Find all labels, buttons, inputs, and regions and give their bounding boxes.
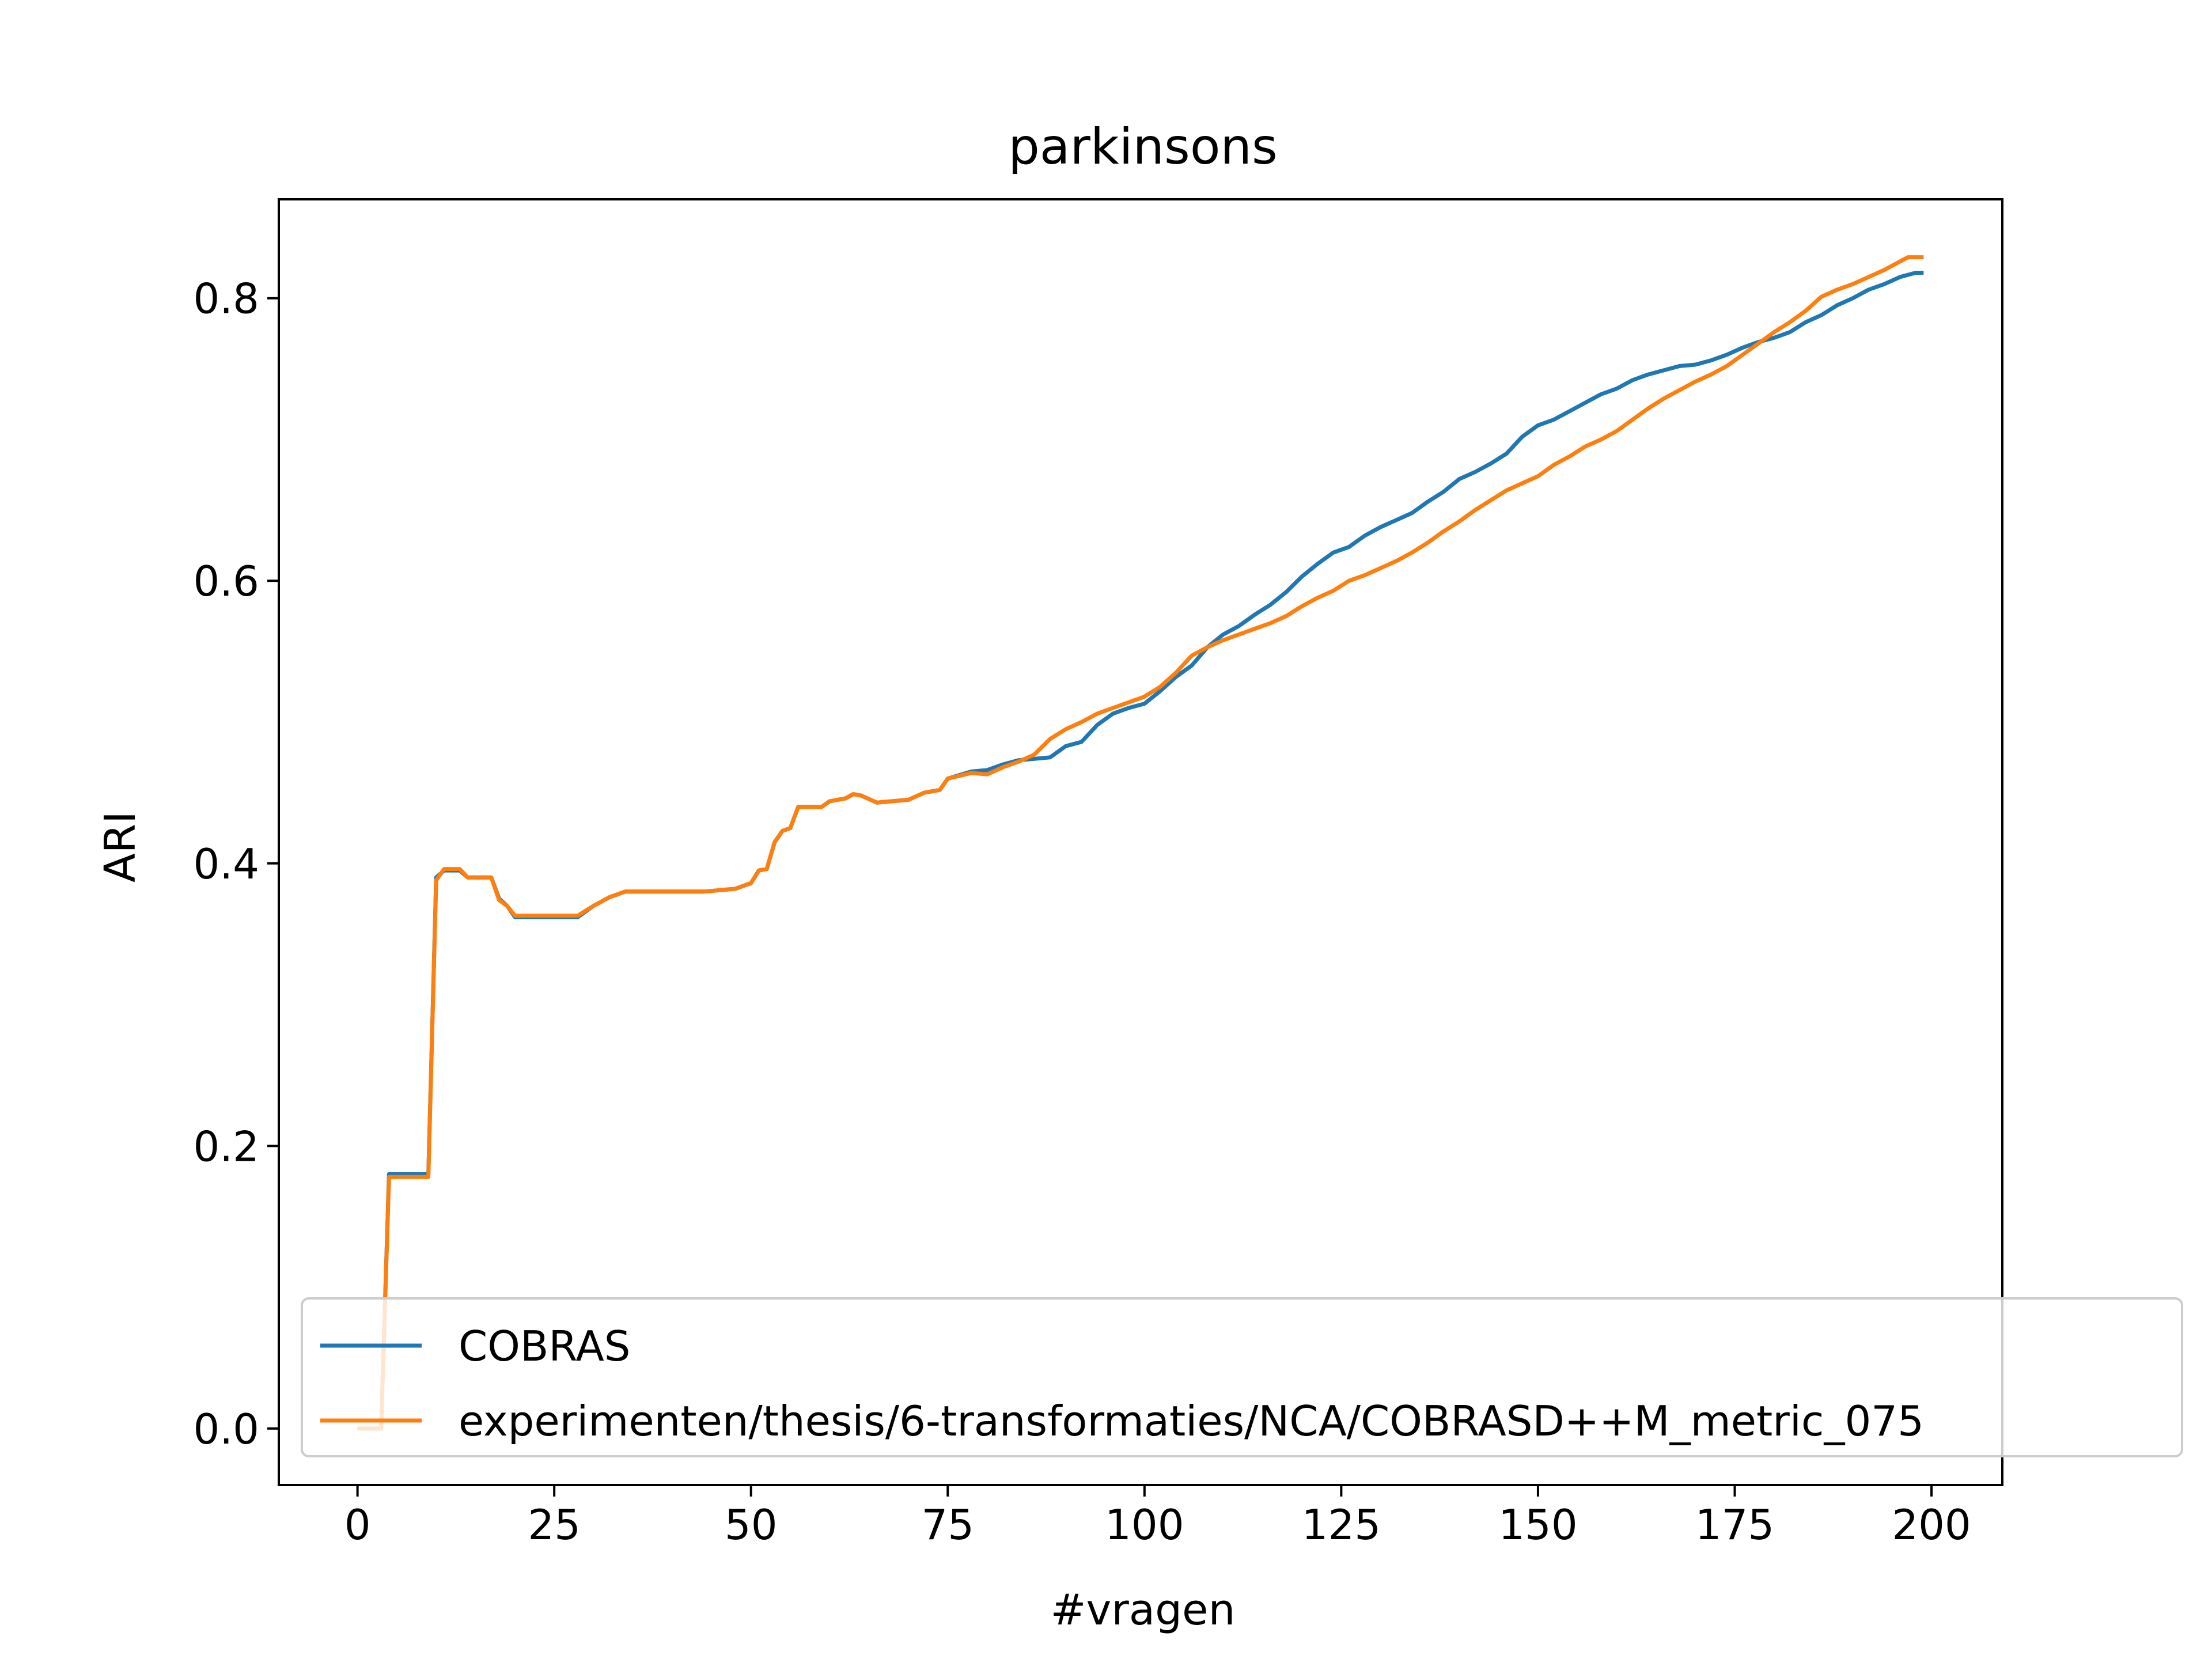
y-tick-label: 0.4	[193, 840, 259, 888]
x-tick-label: 50	[725, 1501, 778, 1549]
legend-entries: COBRAS experimenten/thesis/6-transformati…	[320, 1322, 1924, 1445]
x-tick-label: 150	[1498, 1501, 1577, 1549]
legend: COBRAS experimenten/thesis/6-transformati…	[301, 1297, 2183, 1457]
x-axis: 0 25 50 75 100 125 150 175 200	[344, 1485, 1971, 1549]
x-tick-label: 125	[1302, 1501, 1381, 1549]
y-tick-label: 0.6	[193, 557, 259, 605]
x-tick-label: 100	[1105, 1501, 1184, 1549]
plot-frame	[278, 198, 2003, 1486]
x-axis-label: #vragen	[1051, 1585, 1236, 1635]
series-line-cobrasd-metric	[357, 255, 1924, 1431]
x-tick-label: 0	[344, 1501, 371, 1549]
y-axis: 0.0 0.2 0.4 0.6 0.8	[193, 275, 279, 1453]
y-tick-label: 0.2	[193, 1122, 259, 1171]
legend-label: COBRAS	[459, 1322, 630, 1370]
plot-area: 0 25 50 75 100 125 150 175 200 0.0 0.2 0.4 0.6 0.8	[193, 198, 2003, 1549]
legend-label: experimenten/thesis/6-transformaties/NCA…	[459, 1397, 1924, 1445]
legend-box	[301, 1297, 2183, 1457]
chart-title: parkinsons	[1008, 118, 1278, 176]
x-tick-label: 200	[1892, 1501, 1971, 1549]
series-layer	[357, 255, 1924, 1431]
y-tick-label: 0.0	[193, 1405, 259, 1453]
y-tick-label: 0.8	[193, 275, 259, 323]
x-tick-label: 75	[921, 1501, 974, 1549]
x-tick-label: 25	[528, 1501, 581, 1549]
y-axis-label: ARI	[96, 811, 145, 882]
x-tick-label: 175	[1695, 1501, 1774, 1549]
